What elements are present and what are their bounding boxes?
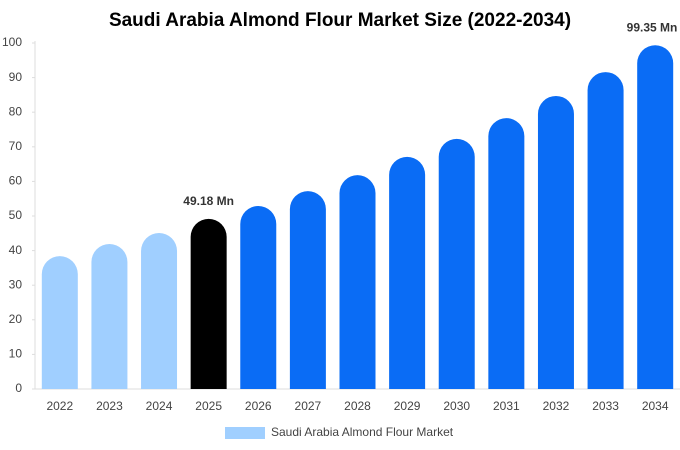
bar bbox=[389, 156, 426, 389]
y-tick-label: 90 bbox=[9, 70, 23, 84]
x-tick-label: 2028 bbox=[344, 399, 371, 413]
x-tick-label: 2029 bbox=[394, 399, 421, 413]
bar bbox=[190, 218, 227, 389]
x-tick-label: 2025 bbox=[195, 399, 222, 413]
x-tick-label: 2030 bbox=[443, 399, 470, 413]
x-tick-label: 2033 bbox=[592, 399, 619, 413]
x-tick-label: 2034 bbox=[642, 399, 669, 413]
bar bbox=[91, 244, 128, 389]
y-tick-label: 10 bbox=[9, 347, 23, 361]
y-tick-label: 100 bbox=[2, 35, 22, 49]
y-tick-label: 60 bbox=[9, 174, 23, 188]
bar bbox=[587, 72, 624, 390]
bar bbox=[488, 118, 525, 389]
bar bbox=[637, 45, 674, 390]
bar bbox=[537, 95, 574, 390]
x-tick-label: 2032 bbox=[543, 399, 570, 413]
bar bbox=[438, 138, 475, 389]
legend-label: Saudi Arabia Almond Flour Market bbox=[271, 425, 454, 439]
chart-title: Saudi Arabia Almond Flour Market Size (2… bbox=[109, 10, 571, 31]
x-tick-label: 2026 bbox=[245, 399, 272, 413]
legend-swatch bbox=[225, 427, 265, 439]
bar bbox=[41, 256, 78, 389]
y-tick-label: 0 bbox=[15, 381, 22, 395]
y-tick-label: 40 bbox=[9, 243, 23, 257]
bar bbox=[289, 191, 326, 389]
x-tick-label: 2023 bbox=[96, 399, 123, 413]
y-tick-label: 20 bbox=[9, 312, 23, 326]
y-tick-label: 70 bbox=[9, 139, 23, 153]
x-tick-label: 2027 bbox=[295, 399, 322, 413]
x-tick-label: 2031 bbox=[493, 399, 520, 413]
y-tick-label: 80 bbox=[9, 104, 23, 118]
bar bbox=[240, 205, 277, 389]
bar bbox=[339, 175, 376, 389]
value-label: 99.35 Mn bbox=[627, 20, 678, 34]
x-tick-label: 2024 bbox=[146, 399, 173, 413]
x-tick-label: 2022 bbox=[46, 399, 73, 413]
y-tick-label: 50 bbox=[9, 208, 23, 222]
y-tick-label: 30 bbox=[9, 277, 23, 291]
bar bbox=[141, 232, 178, 389]
value-label: 49.18 Mn bbox=[183, 194, 234, 208]
